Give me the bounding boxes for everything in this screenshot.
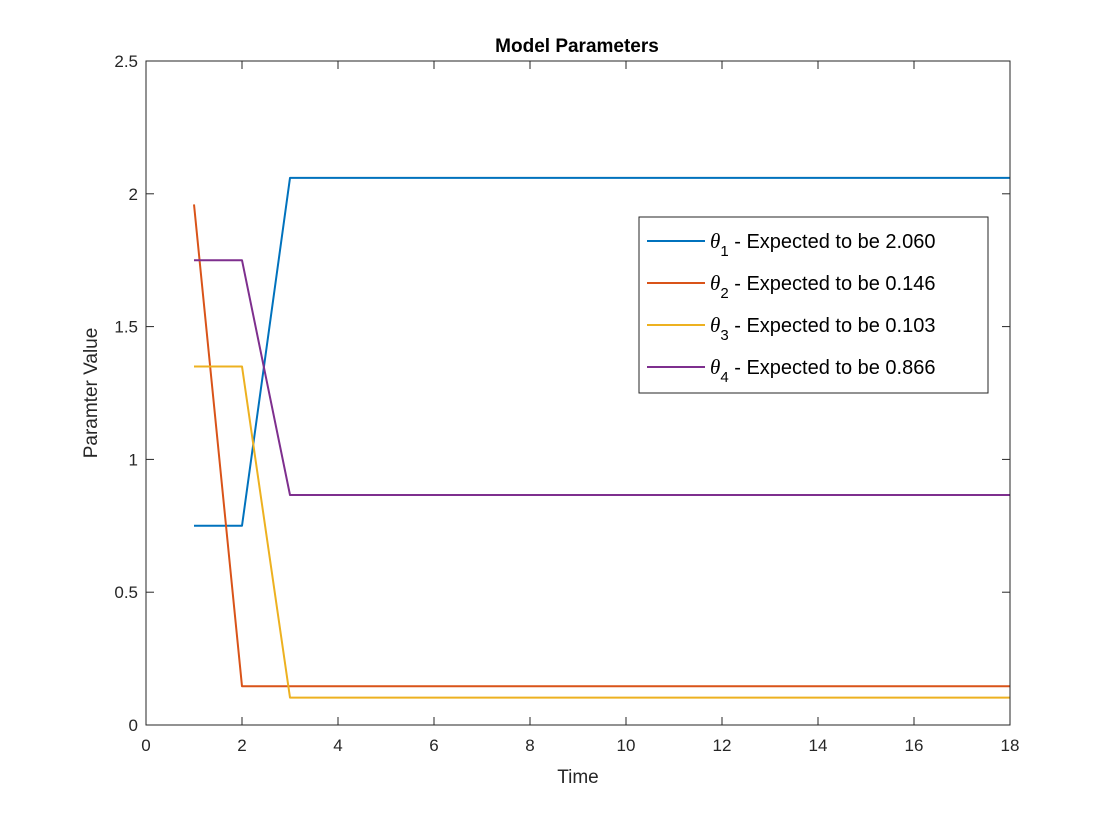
x-tick-label: 6: [429, 736, 438, 755]
y-tick-label: 1: [129, 450, 138, 469]
y-tick-label: 0: [129, 716, 138, 735]
legend-theta-symbol: θ: [710, 229, 720, 253]
series-line-4: [194, 259, 1010, 496]
series-line-1: [194, 176, 1010, 527]
x-tick-label: 10: [617, 736, 636, 755]
legend-subscript: 2: [720, 285, 728, 302]
legend-box: [638, 216, 989, 394]
legend-subscript: 1: [720, 243, 728, 260]
legend-subscript: 3: [720, 327, 728, 344]
legend-theta-symbol: θ: [710, 355, 720, 379]
x-tick-label: 4: [333, 736, 342, 755]
legend-label: - Expected to be 0.146: [729, 273, 936, 295]
x-tick-label: 12: [713, 736, 732, 755]
legend-label: - Expected to be 0.103: [729, 315, 936, 337]
legend-theta-symbol: θ: [710, 313, 720, 337]
legend-theta-symbol: θ: [710, 271, 720, 295]
legend-entry-3: θ3 - Expected to be 0.103: [710, 313, 935, 344]
y-tick-label: 2: [129, 185, 138, 204]
legend-subscript: 4: [720, 369, 728, 386]
y-axis-label: Paramter Value: [81, 328, 102, 459]
x-tick-label: 8: [525, 736, 534, 755]
y-tick-label: 2.5: [114, 52, 138, 71]
x-tick-label: 2: [237, 736, 246, 755]
x-tick-label: 14: [809, 736, 828, 755]
legend-label: - Expected to be 2.060: [729, 231, 936, 253]
y-tick-label: 1.5: [114, 318, 138, 337]
series-line-3: [194, 365, 1010, 699]
legend-entry-4: θ4 - Expected to be 0.866: [710, 355, 935, 386]
legend-label: - Expected to be 0.866: [729, 357, 936, 379]
legend-entry-2: θ2 - Expected to be 0.146: [710, 271, 935, 302]
x-tick-label: 16: [905, 736, 924, 755]
series-line-2: [193, 204, 1010, 688]
y-tick-label: 0.5: [114, 583, 138, 602]
chart-title: Model Parameters: [495, 36, 659, 57]
x-axis-label: Time: [557, 767, 599, 788]
x-tick-label: 18: [1001, 736, 1020, 755]
x-tick-label: 0: [141, 736, 150, 755]
legend-entry-1: θ1 - Expected to be 2.060: [710, 229, 935, 260]
axes-box: [145, 60, 1011, 726]
